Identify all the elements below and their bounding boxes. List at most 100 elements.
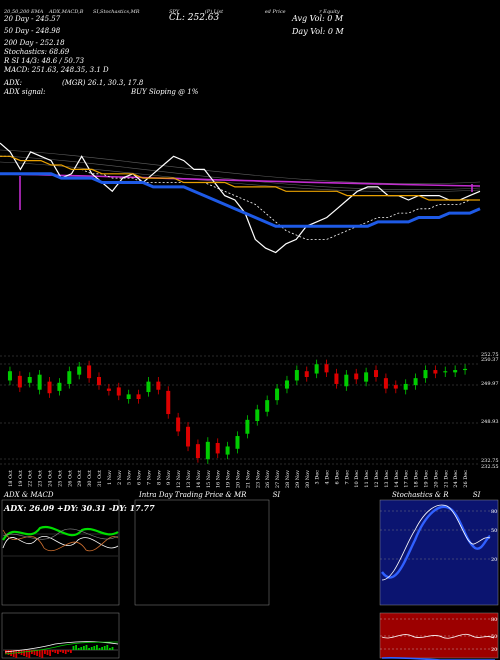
candle-body (354, 373, 359, 380)
macd-histogram-bar (28, 650, 31, 658)
rsi-line (381, 633, 495, 639)
macd-histogram-bar (7, 650, 10, 655)
macd-histogram-bar (101, 647, 103, 650)
candle-body (314, 364, 319, 374)
rsi-tick-label: 80 (491, 617, 497, 623)
x-tick-label: 26 Oct (67, 470, 73, 487)
stoch-title-b: SI (472, 491, 481, 499)
y-tick-label: 249.97 (481, 381, 499, 387)
stoch-tick-label: 80 (491, 509, 497, 515)
x-tick-label: 6 Nov (137, 470, 143, 485)
intraday-panel-frame (134, 499, 270, 606)
candle-body (195, 444, 200, 459)
x-tick-label: 31 Oct (97, 470, 103, 487)
title-part: ed Price (264, 9, 286, 15)
x-tick-label: 14 Nov (196, 470, 202, 488)
x-tick-label: 15 Nov (206, 470, 212, 488)
x-tick-label: 10 Dec (354, 470, 360, 488)
adx-label: ADX: (4, 79, 23, 87)
stoch-tick-label: 20 (491, 557, 497, 563)
candle-body (245, 419, 250, 434)
adx-panel-title: ADX & MACD (4, 491, 54, 499)
adx-values: ADX: 26.09 +DY: 30.31 -DY: 17.77 (4, 503, 155, 513)
adx-plus-line (2, 525, 119, 541)
x-tick-label: 30 Nov (305, 470, 311, 488)
candle-body (364, 372, 369, 382)
rsi-label: R SI 14/3: 48.6 / 50.73 (4, 57, 85, 65)
x-tick-label: 24 Dec (453, 470, 459, 488)
candle-body (304, 371, 309, 377)
macd-histogram-bar (98, 648, 101, 650)
macd-histogram-bar (103, 646, 106, 650)
macd-histogram-bar (109, 648, 111, 650)
title-part: 20,50,200 EMA (4, 9, 44, 15)
candle-body (275, 388, 280, 401)
candle-body (136, 394, 141, 399)
x-tick-label: 8 Nov (156, 470, 162, 485)
candle-body (106, 388, 111, 391)
series-line-200-day (0, 155, 480, 201)
x-tick-label: 19 Nov (226, 470, 232, 488)
x-tick-label: 21 Dec (443, 470, 449, 488)
stoch-panel-title: Stochastics & R SI (392, 491, 480, 500)
x-tick-label: 22 Oct (28, 470, 34, 487)
avg-volume: Avg Vol: 0 M (292, 14, 344, 23)
envelope-line (0, 155, 481, 190)
candle-body (255, 409, 260, 421)
candle-body (294, 370, 299, 381)
adx-mid-label: (MGR) 26.1, 30.3, 17.8 (62, 79, 144, 87)
stoch-panel-frame (379, 499, 499, 606)
series-line-20-day (0, 155, 480, 240)
macd-histogram-bar (85, 645, 88, 650)
candle-body (393, 385, 398, 389)
y-tick-label: 232.75 (481, 458, 499, 464)
macd-histogram-bar (67, 650, 70, 652)
candle-body (265, 400, 270, 412)
title-part: r Equity (319, 9, 340, 15)
candle-body (324, 364, 329, 373)
x-tick-label: 23 Nov (255, 470, 261, 488)
macd-histogram-bar (64, 650, 67, 654)
x-tick-label: 23 Oct (38, 470, 44, 487)
x-tick-label: 11 Dec (364, 470, 370, 488)
candle-body (87, 365, 92, 379)
stoch-title-a: Stochastics & R (392, 491, 449, 499)
macd-histogram-bar (59, 650, 62, 652)
macd-histogram-bar (18, 650, 20, 654)
x-tick-label: 7 Dec (344, 470, 350, 485)
x-tick-label: 4 Dec (325, 470, 331, 485)
adx-panel-frame (1, 499, 120, 606)
macd-label: MACD: 251.63, 248.35, 3.1 D (4, 66, 109, 74)
stoch-d-line (381, 505, 491, 579)
macd-histogram-bar (96, 645, 98, 650)
candle-body (176, 417, 181, 432)
series-line-50-day (0, 172, 481, 228)
ema50-label: 50 Day - 248.98 (4, 27, 61, 35)
x-tick-label: 17 Dec (404, 470, 410, 488)
candle-body (433, 370, 438, 374)
y-tick-label: 250.37 (481, 357, 499, 363)
x-tick-label: 12 Nov (176, 470, 182, 488)
candle-body (284, 380, 289, 389)
x-tick-label: 1 Nov (107, 470, 113, 485)
stoch-k-line (381, 504, 491, 581)
macd-histogram-bar (36, 650, 38, 656)
x-tick-label: 6 Dec (334, 470, 340, 485)
x-tick-label: 13 Dec (384, 470, 390, 488)
x-tick-label: 16 Nov (216, 470, 222, 488)
macd-histogram-bar (25, 650, 28, 657)
macd-histogram-bar (111, 647, 114, 650)
x-tick-label: 25 Oct (57, 470, 63, 487)
macd-histogram-bar (88, 648, 90, 650)
candle-body (186, 426, 191, 447)
candle-body (57, 382, 62, 391)
y-tick-label: 248.93 (481, 419, 499, 425)
y-tick-label: 252.75 (481, 352, 499, 358)
macd-histogram-bar (33, 650, 36, 655)
x-tick-label: 13 Nov (186, 470, 192, 488)
x-tick-label: 21 Nov (245, 470, 251, 488)
candle-body (27, 377, 32, 383)
macd-signal-line (4, 641, 119, 655)
rsi-blue-line (381, 656, 495, 660)
envelope-line (0, 149, 481, 184)
